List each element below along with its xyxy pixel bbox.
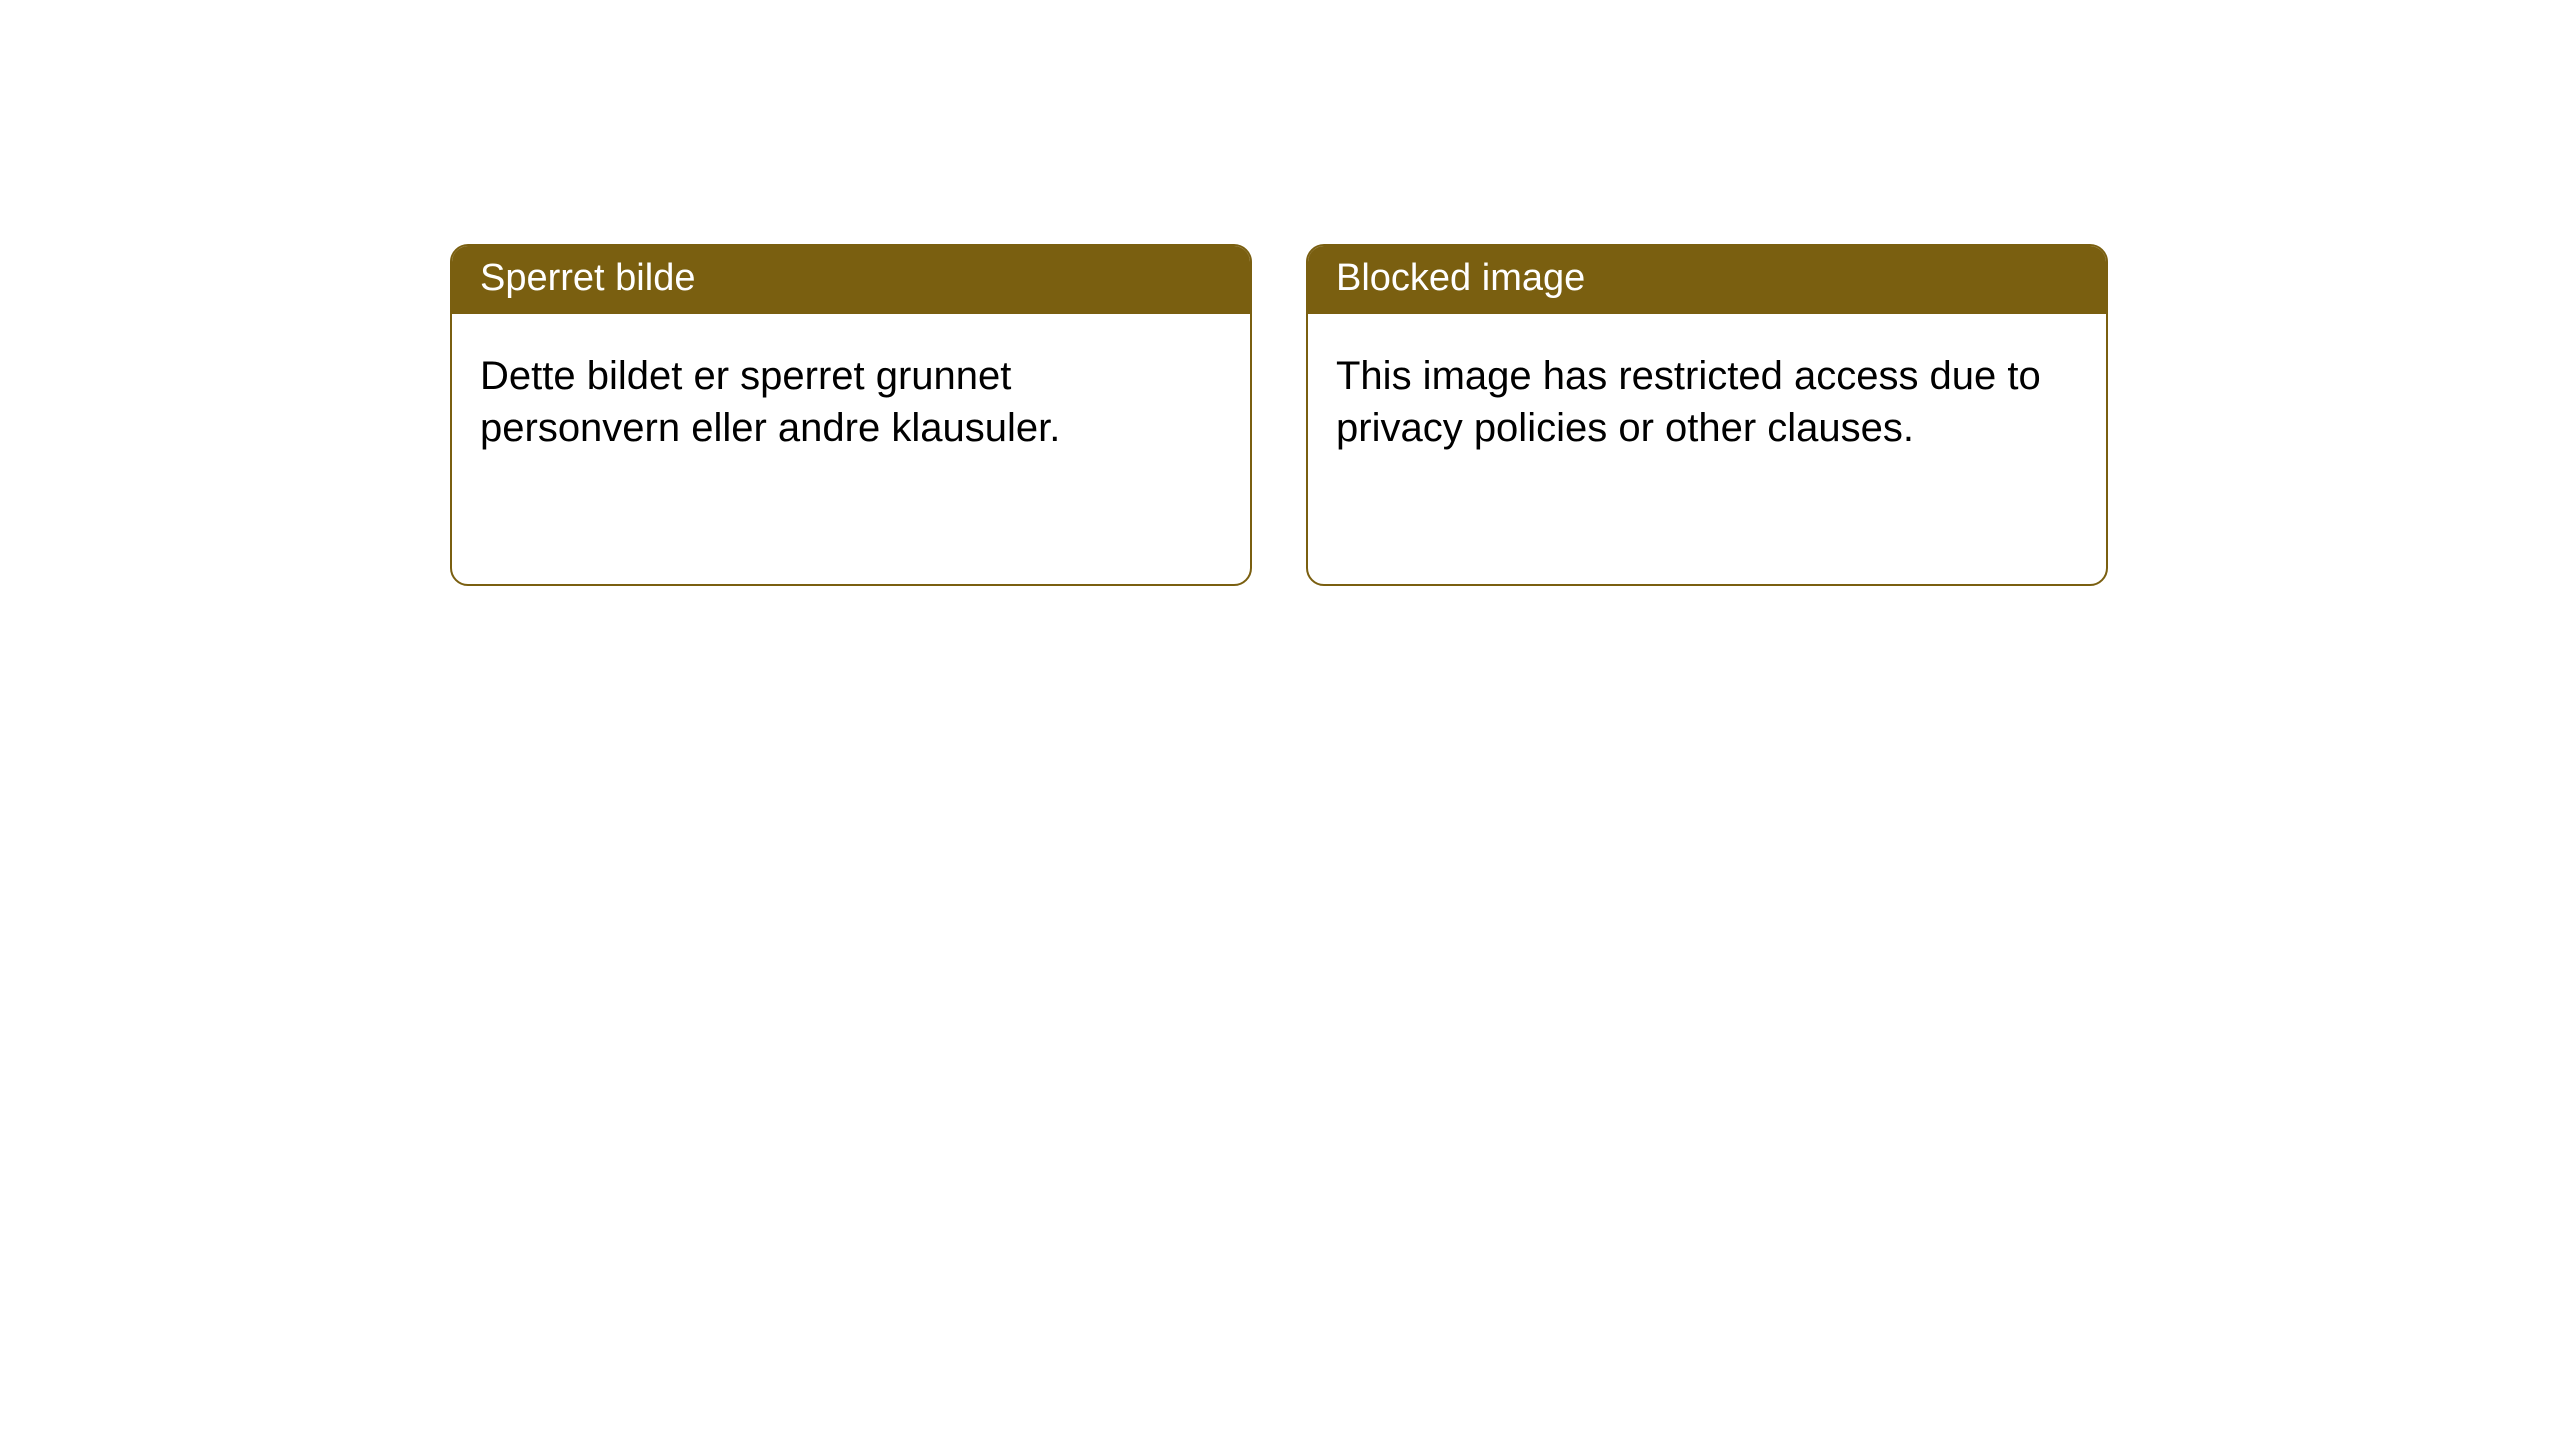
card-title-en: Blocked image: [1308, 246, 2106, 314]
notice-cards-container: Sperret bilde Dette bildet er sperret gr…: [450, 244, 2108, 586]
card-title-no: Sperret bilde: [452, 246, 1250, 314]
notice-card-en: Blocked image This image has restricted …: [1306, 244, 2108, 586]
card-body-en: This image has restricted access due to …: [1308, 314, 2106, 584]
card-body-no: Dette bildet er sperret grunnet personve…: [452, 314, 1250, 584]
notice-card-no: Sperret bilde Dette bildet er sperret gr…: [450, 244, 1252, 586]
